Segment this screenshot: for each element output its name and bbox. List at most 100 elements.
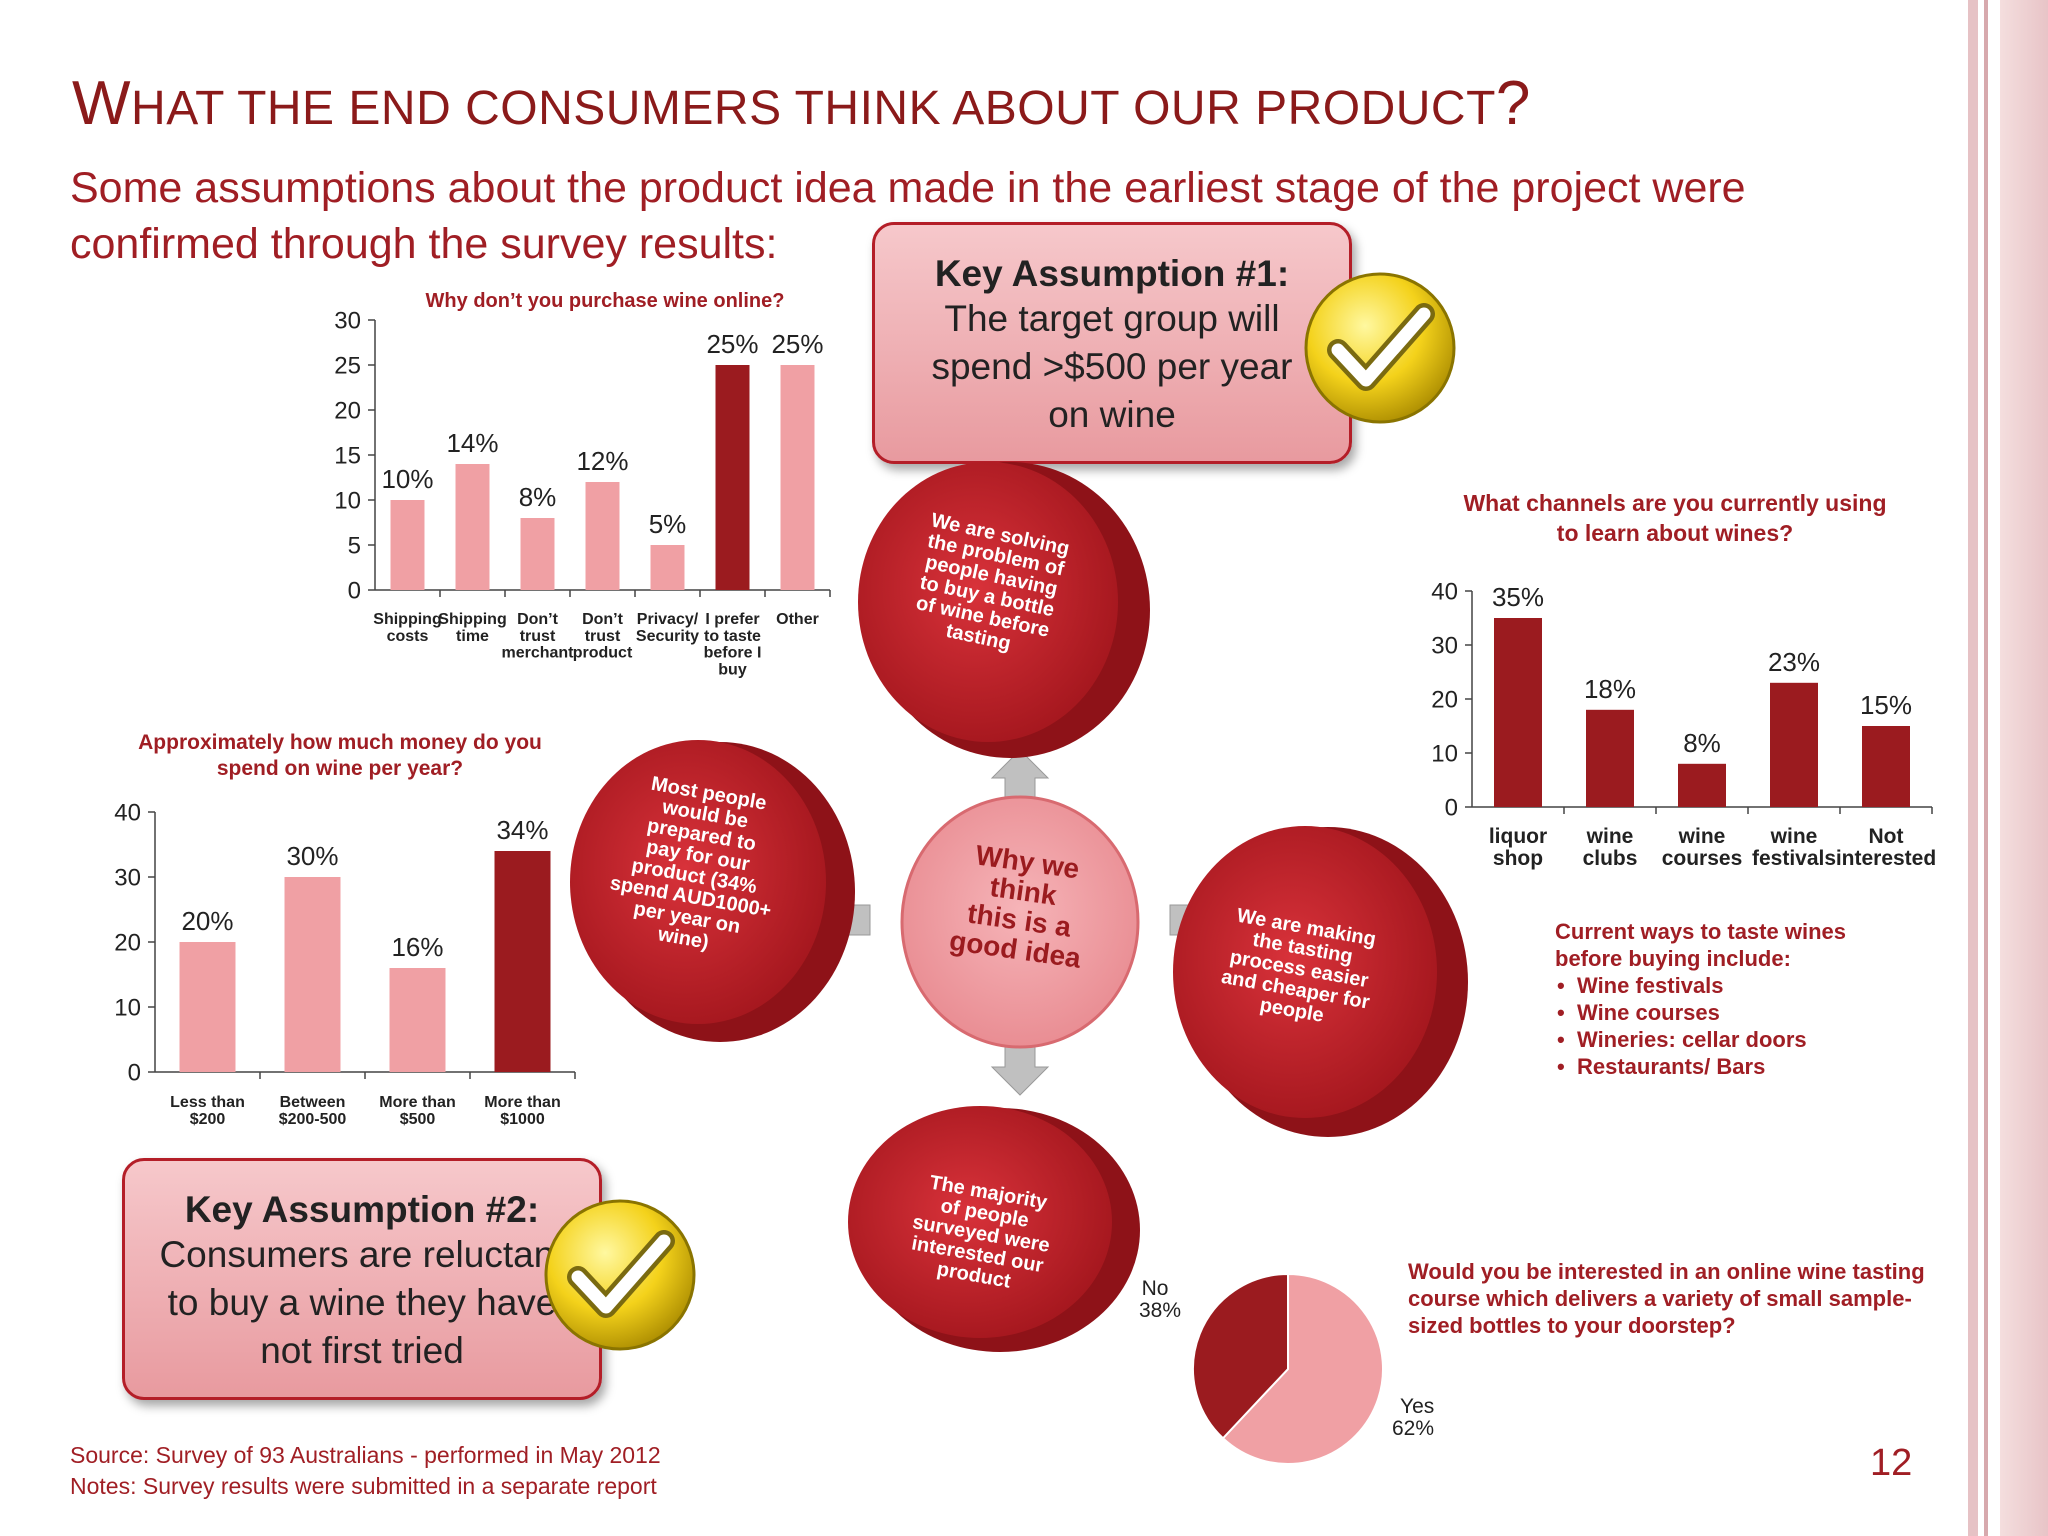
category-label: More than $500	[379, 1094, 455, 1128]
chart3-title: What channels are you currently using to…	[1463, 490, 1887, 546]
y-tick-label: 40	[1431, 578, 1458, 605]
pie-value-no: 38%	[1139, 1299, 1181, 1322]
data-label: 8%	[1683, 728, 1721, 758]
bar	[1678, 763, 1726, 807]
y-tick-label: 10	[1431, 740, 1458, 767]
source-note: Source: Survey of 93 Australians - perfo…	[70, 1440, 661, 1502]
page-number: 12	[1870, 1442, 1913, 1484]
pie-label-yes: Yes	[1400, 1395, 1434, 1418]
category-label: More than $1000	[484, 1094, 560, 1128]
border-strip-outer	[1968, 0, 1978, 1536]
key-assumption-1: Key Assumption #1: The target group will…	[872, 222, 1352, 464]
data-label: 35%	[1492, 582, 1544, 612]
data-label: 34%	[496, 815, 548, 845]
diagram-top-text: We are solvingthe problem ofpeople havin…	[907, 509, 1071, 662]
category-label: Don’t trust merchant	[501, 611, 574, 662]
list-item: Wineries: cellar doors	[1577, 1026, 1915, 1053]
notes-text: Notes: Survey results were submitted in …	[70, 1473, 657, 1499]
source-text: Source: Survey of 93 Australians - perfo…	[70, 1442, 661, 1468]
y-tick-label: 20	[114, 929, 141, 956]
y-tick-label: 0	[128, 1059, 141, 1086]
data-label: 15%	[1860, 690, 1912, 720]
y-tick-label: 0	[348, 577, 361, 604]
bar	[390, 500, 425, 590]
top-disc	[858, 462, 1118, 742]
y-tick-label: 20	[334, 397, 361, 424]
key-assumption-1-heading: Key Assumption #1:	[934, 253, 1290, 294]
bar	[179, 942, 236, 1072]
tasting-ways-heading: Current ways to taste wines before buyin…	[1555, 919, 1846, 971]
data-label: 14%	[446, 428, 498, 458]
list-item: Restaurants/ Bars	[1577, 1053, 1915, 1080]
y-tick-label: 5	[348, 532, 361, 559]
category-label: Other	[776, 611, 819, 628]
category-label: wine festivals	[1752, 825, 1836, 870]
y-tick-label: 10	[334, 487, 361, 514]
y-tick-label: 10	[114, 994, 141, 1021]
diagram-right-text: We are makingthe tastingprocess easieran…	[1216, 904, 1382, 1034]
bar	[284, 877, 341, 1072]
category-label: wine courses	[1662, 825, 1743, 870]
category-label: Privacy/Security	[636, 611, 699, 645]
bar	[585, 482, 620, 590]
y-tick-label: 30	[1431, 632, 1458, 659]
bar	[1586, 709, 1634, 807]
data-label: 30%	[286, 841, 338, 871]
y-tick-label: 20	[1431, 686, 1458, 713]
page-title: WHAT THE END CONSUMERS THINK ABOUT OUR P…	[72, 69, 1531, 138]
y-tick-label: 0	[1445, 794, 1458, 821]
category-label: Between $200-500	[279, 1094, 347, 1128]
category-label: liquor shop	[1489, 825, 1547, 870]
data-label: 10%	[381, 464, 433, 494]
checkmark-icon	[544, 1199, 696, 1351]
data-label: 18%	[1584, 674, 1636, 704]
y-tick-label: 15	[334, 442, 361, 469]
data-label: 25%	[771, 329, 823, 359]
bar	[494, 851, 551, 1072]
tasting-ways-list: Current ways to taste wines before buyin…	[1555, 918, 1915, 1080]
list-item: Wine festivals	[1577, 972, 1915, 999]
data-label: 16%	[391, 932, 443, 962]
data-label: 23%	[1768, 647, 1820, 677]
border-strip-edge	[2000, 0, 2048, 1536]
chart2-annual-spend: 0 10 20 30 40 20% Less than $200 30% Between $200-…	[114, 800, 576, 1128]
subtitle: Some assumptions about the product idea …	[70, 164, 1746, 268]
y-tick-label: 25	[334, 352, 361, 379]
key-assumption-1-body: The target group will spend >$500 per ye…	[931, 298, 1293, 435]
category-label: Don’t trust product	[573, 611, 633, 662]
y-tick-label: 30	[334, 307, 361, 334]
pie-value-yes: 62%	[1392, 1417, 1434, 1440]
svg-text:Why wethinkthis is agood idea: Why wethinkthis is agood idea	[948, 837, 1096, 974]
reasons-diagram: Why wethinkthis is agood idea We are sol…	[570, 462, 1468, 1352]
bar	[1770, 682, 1818, 807]
bar	[650, 545, 685, 590]
key-assumption-2-body: Consumers are reluctant to buy a wine th…	[159, 1234, 565, 1371]
chart1-title: Why don’t you purchase wine online?	[425, 290, 785, 312]
svg-text:We are solvingthe problem ofpe: We are solvingthe problem ofpeople havin…	[907, 509, 1071, 662]
chart1-purchase-reasons: 0 5 10 15 20 25 30 10% Shipping costs 14% Shipping t…	[334, 307, 831, 678]
bottom-disc	[848, 1106, 1112, 1338]
key-assumption-2-heading: Key Assumption #2:	[184, 1189, 540, 1230]
bar	[455, 464, 490, 590]
svg-text:The majorityof peoplesurveyed: The majorityof peoplesurveyed wereintere…	[903, 1170, 1058, 1299]
data-label: 5%	[649, 509, 687, 539]
bar	[389, 968, 446, 1072]
center-disc	[900, 795, 1140, 1049]
diagram-bottom-text: The majorityof peoplesurveyed wereintere…	[903, 1170, 1058, 1299]
bar	[520, 518, 555, 590]
left-disc	[570, 740, 826, 1024]
data-label: 12%	[576, 446, 628, 476]
pie-question: Would you be interested in an online win…	[1408, 1259, 1925, 1338]
pie-label-no: No	[1142, 1277, 1169, 1300]
category-label: Shipping time	[438, 611, 506, 645]
checkmark-icon	[1304, 272, 1456, 424]
bar	[1494, 618, 1542, 807]
data-label: 25%	[706, 329, 758, 359]
category-label: Less than $200	[170, 1094, 245, 1128]
chart3-learning-channels: 0 10 20 30 40 35% liquor shop 18% wine clubs 8% wine…	[1431, 578, 1936, 870]
svg-text:We are makingthe tastingproces: We are makingthe tastingprocess easieran…	[1216, 904, 1382, 1034]
bar	[780, 365, 815, 590]
key-assumption-2: Key Assumption #2: Consumers are relucta…	[122, 1158, 602, 1400]
